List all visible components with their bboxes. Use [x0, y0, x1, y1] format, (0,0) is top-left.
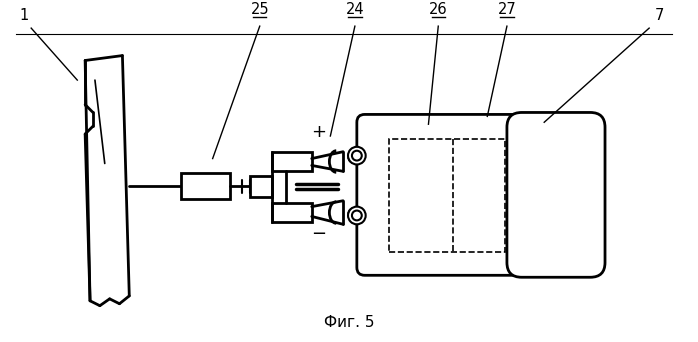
Circle shape: [352, 151, 362, 160]
Text: 25: 25: [251, 2, 269, 17]
Text: 1: 1: [20, 8, 29, 23]
Bar: [389, 139, 505, 252]
Text: 27: 27: [498, 2, 517, 17]
Text: Фиг. 5: Фиг. 5: [324, 315, 374, 330]
Polygon shape: [181, 173, 230, 199]
Text: 26: 26: [429, 2, 447, 17]
Text: +: +: [311, 123, 326, 141]
Text: 7: 7: [654, 8, 664, 23]
Circle shape: [348, 147, 366, 165]
Text: 24: 24: [346, 2, 364, 17]
FancyBboxPatch shape: [357, 115, 540, 275]
Circle shape: [352, 211, 362, 220]
Polygon shape: [272, 152, 312, 171]
Polygon shape: [250, 176, 272, 197]
Circle shape: [348, 207, 366, 224]
Text: −: −: [311, 225, 326, 243]
Polygon shape: [272, 203, 312, 222]
FancyBboxPatch shape: [507, 113, 605, 277]
